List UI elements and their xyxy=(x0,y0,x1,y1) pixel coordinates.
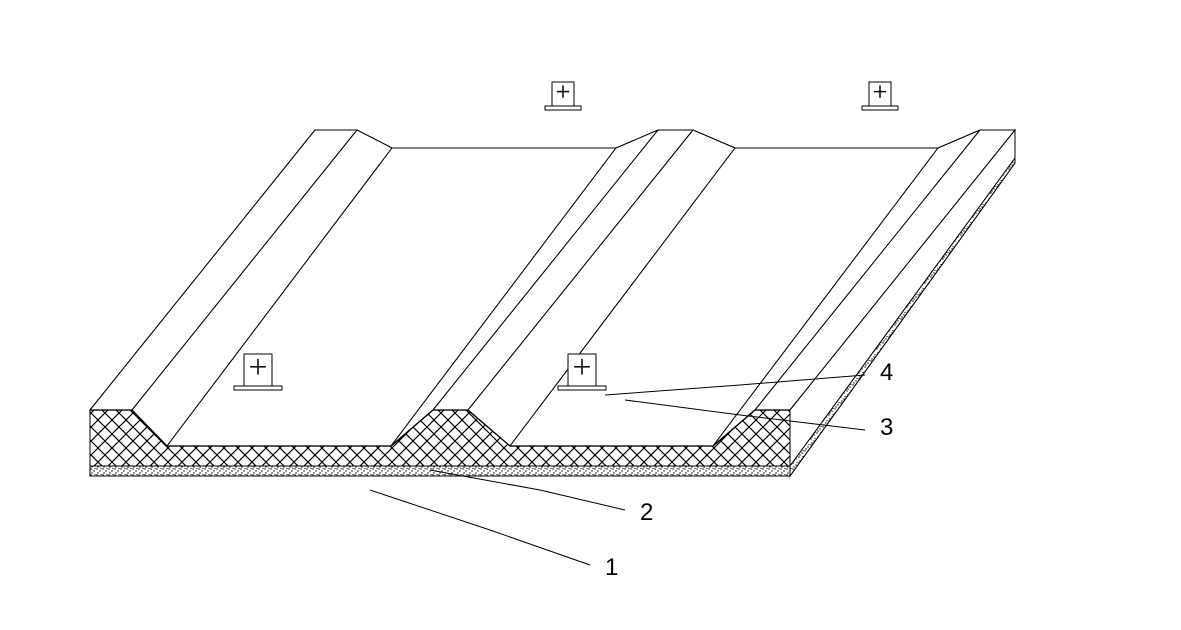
callout-label-2: 2 xyxy=(640,499,653,526)
callout-label-3: 3 xyxy=(880,414,893,441)
leader-line-1 xyxy=(370,490,590,565)
bracket-back-right xyxy=(862,82,898,110)
callout-label-4: 4 xyxy=(880,359,893,386)
bracket-back-left xyxy=(545,82,581,110)
callout-label-1: 1 xyxy=(605,554,618,581)
technical-diagram: 1 2 3 4 xyxy=(0,0,1181,630)
